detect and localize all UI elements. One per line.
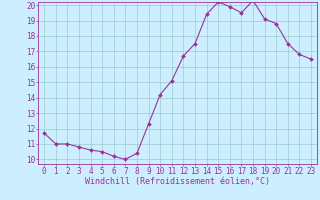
X-axis label: Windchill (Refroidissement éolien,°C): Windchill (Refroidissement éolien,°C)	[85, 177, 270, 186]
